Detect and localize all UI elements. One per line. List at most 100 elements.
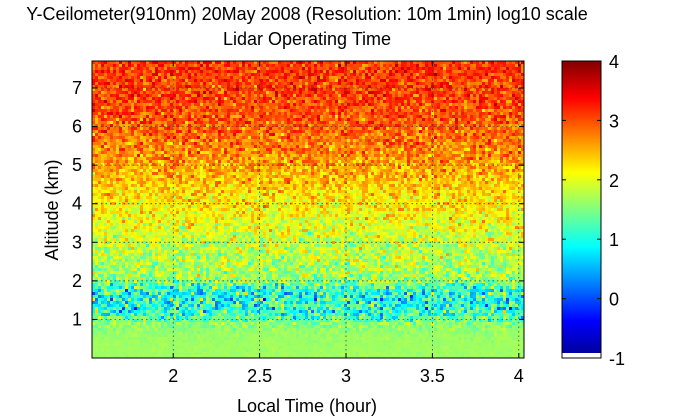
heatmap-cell xyxy=(104,91,108,95)
heatmap-cell xyxy=(236,97,240,101)
heatmap-cell xyxy=(266,70,270,74)
heatmap-cell xyxy=(497,70,501,74)
heatmap-cell xyxy=(521,103,524,107)
heatmap-cell xyxy=(314,103,318,107)
heatmap-cell xyxy=(377,79,381,83)
heatmap-cell xyxy=(176,103,180,107)
heatmap-cell xyxy=(329,82,333,86)
heatmap-cell xyxy=(395,97,399,101)
heatmap-cell xyxy=(497,103,501,107)
heatmap-cell xyxy=(191,88,195,92)
heatmap-cell xyxy=(509,85,513,89)
heatmap-cell xyxy=(398,85,402,89)
heatmap-cell xyxy=(488,70,492,74)
heatmap-cell xyxy=(341,85,345,89)
heatmap-cell xyxy=(332,91,336,95)
heatmap-cell xyxy=(326,85,330,89)
heatmap-cell xyxy=(119,97,123,101)
heatmap-cell xyxy=(413,94,417,98)
heatmap-cell xyxy=(347,67,351,71)
heatmap-cell xyxy=(392,82,396,86)
heatmap-cell xyxy=(182,70,186,74)
heatmap-cell xyxy=(431,94,435,98)
heatmap-cell xyxy=(497,73,501,77)
heatmap-cell xyxy=(341,76,345,80)
heatmap-cell xyxy=(356,88,360,92)
heatmap-cell xyxy=(260,100,264,104)
heatmap-cell xyxy=(347,91,351,95)
heatmap-cell xyxy=(389,61,393,65)
heatmap-cell xyxy=(173,76,177,80)
heatmap-cell xyxy=(113,76,117,80)
heatmap-cell xyxy=(476,85,480,89)
heatmap-cell xyxy=(149,97,153,101)
heatmap-cell xyxy=(344,67,348,71)
heatmap-cell xyxy=(470,82,474,86)
heatmap-cell xyxy=(281,82,285,86)
heatmap-cell xyxy=(137,91,141,95)
heatmap-cell xyxy=(134,103,138,107)
heatmap-cell xyxy=(515,91,519,95)
heatmap-cell xyxy=(269,88,273,92)
heatmap-cell xyxy=(134,100,138,104)
heatmap-cell xyxy=(509,61,513,65)
heatmap-cell xyxy=(209,64,213,68)
heatmap-cell xyxy=(152,91,156,95)
heatmap-cell xyxy=(104,82,108,86)
heatmap-cell xyxy=(338,109,342,113)
heatmap-cell xyxy=(401,88,405,92)
heatmap-cell xyxy=(497,109,501,113)
heatmap-cell xyxy=(161,73,165,77)
heatmap-cell xyxy=(470,97,474,101)
heatmap-cell xyxy=(101,97,105,101)
heatmap-cell xyxy=(260,67,264,71)
heatmap-cell xyxy=(170,94,174,98)
heatmap-cell xyxy=(239,64,243,68)
heatmap-cell xyxy=(101,88,105,92)
heatmap-cell xyxy=(482,109,486,113)
heatmap-cell xyxy=(329,88,333,92)
heatmap-cell xyxy=(170,73,174,77)
heatmap-cell xyxy=(113,67,117,71)
heatmap-cell xyxy=(371,97,375,101)
heatmap-cell xyxy=(467,82,471,86)
heatmap-cell xyxy=(110,82,114,86)
heatmap-cell xyxy=(296,100,300,104)
heatmap-cell xyxy=(146,70,150,74)
heatmap-cell xyxy=(179,88,183,92)
heatmap-cell xyxy=(122,67,126,71)
heatmap-cell xyxy=(320,70,324,74)
heatmap-cell xyxy=(92,76,96,80)
heatmap-cell xyxy=(371,106,375,110)
heatmap-cell xyxy=(206,67,210,71)
heatmap-cell xyxy=(416,64,420,68)
heatmap-cell xyxy=(287,76,291,80)
heatmap-cell xyxy=(242,79,246,83)
heatmap-cell xyxy=(95,64,99,68)
heatmap-cell xyxy=(287,79,291,83)
heatmap-cell xyxy=(131,61,135,65)
heatmap-cell xyxy=(116,94,120,98)
heatmap-cell xyxy=(437,106,441,110)
heatmap-cell xyxy=(155,64,159,68)
heatmap-cell xyxy=(107,109,111,113)
heatmap-cell xyxy=(407,61,411,65)
heatmap-cell xyxy=(491,70,495,74)
heatmap-cell xyxy=(293,76,297,80)
heatmap-cell xyxy=(143,112,147,116)
heatmap-cell xyxy=(251,67,255,71)
heatmap-cell xyxy=(239,79,243,83)
heatmap-cell xyxy=(215,94,219,98)
heatmap-cell xyxy=(434,64,438,68)
heatmap-cell xyxy=(410,82,414,86)
heatmap-cell xyxy=(206,73,210,77)
heatmap-cell xyxy=(251,106,255,110)
heatmap-cell xyxy=(179,103,183,107)
heatmap-cell xyxy=(173,103,177,107)
heatmap-cell xyxy=(173,67,177,71)
heatmap-cell xyxy=(365,85,369,89)
heatmap-cell xyxy=(101,106,105,110)
heatmap-cell xyxy=(395,103,399,107)
heatmap-cell xyxy=(248,76,252,80)
heatmap-cell xyxy=(194,100,198,104)
